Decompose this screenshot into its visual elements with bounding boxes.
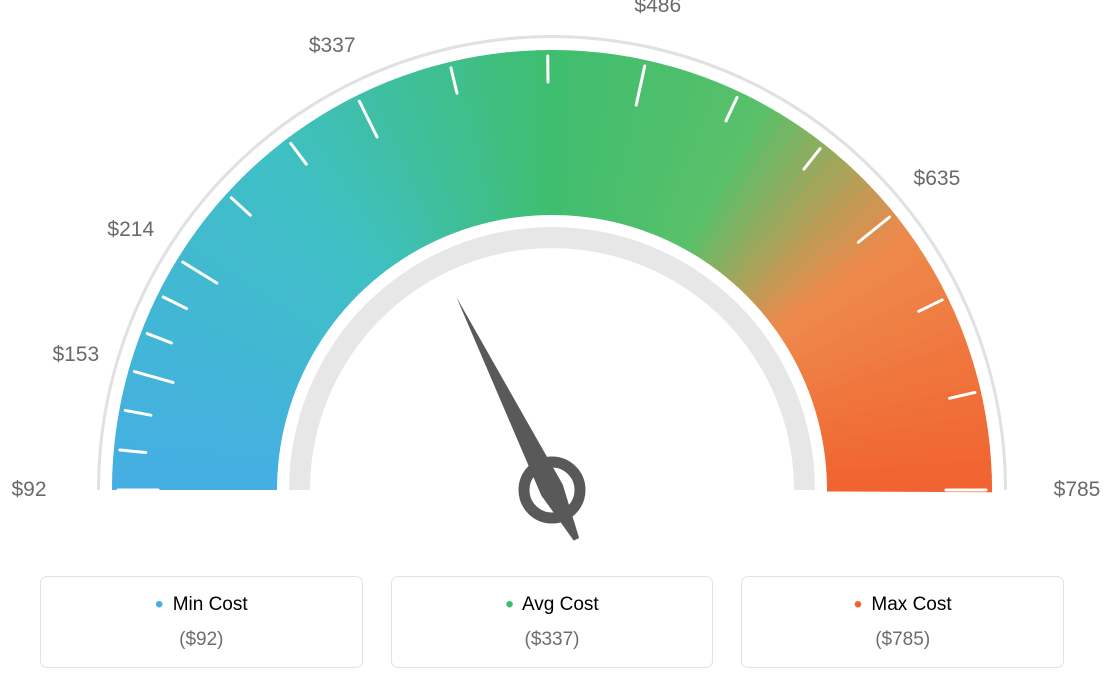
legend-label: Avg Cost — [522, 594, 599, 615]
legend-title-max: • Max Cost — [752, 591, 1053, 619]
gauge-chart: $92 $153 $214 $337 $486 $635 $785 — [0, 0, 1104, 560]
gauge-label: $337 — [309, 34, 356, 58]
legend-title-min: • Min Cost — [51, 591, 352, 619]
dot-icon: • — [854, 591, 862, 618]
legend-box-avg: • Avg Cost ($337) — [391, 576, 714, 668]
legend-box-max: • Max Cost ($785) — [741, 576, 1064, 668]
legend-value-avg: ($337) — [402, 629, 703, 651]
gauge-label: $785 — [1054, 478, 1101, 502]
gauge-svg — [0, 0, 1104, 560]
legend-label: Min Cost — [173, 594, 248, 615]
legend-box-min: • Min Cost ($92) — [40, 576, 363, 668]
gauge-label: $214 — [107, 218, 154, 242]
legend-value-max: ($785) — [752, 629, 1053, 651]
gauge-label: $635 — [914, 167, 961, 191]
gauge-label: $153 — [52, 343, 99, 367]
dot-icon: • — [505, 591, 513, 618]
legend-title-avg: • Avg Cost — [402, 591, 703, 619]
gauge-label: $92 — [11, 478, 46, 502]
dot-icon: • — [155, 591, 163, 618]
gauge-label: $486 — [634, 0, 681, 18]
legend-value-min: ($92) — [51, 629, 352, 651]
legend-row: • Min Cost ($92) • Avg Cost ($337) • Max… — [40, 576, 1064, 668]
legend-label: Max Cost — [871, 594, 951, 615]
